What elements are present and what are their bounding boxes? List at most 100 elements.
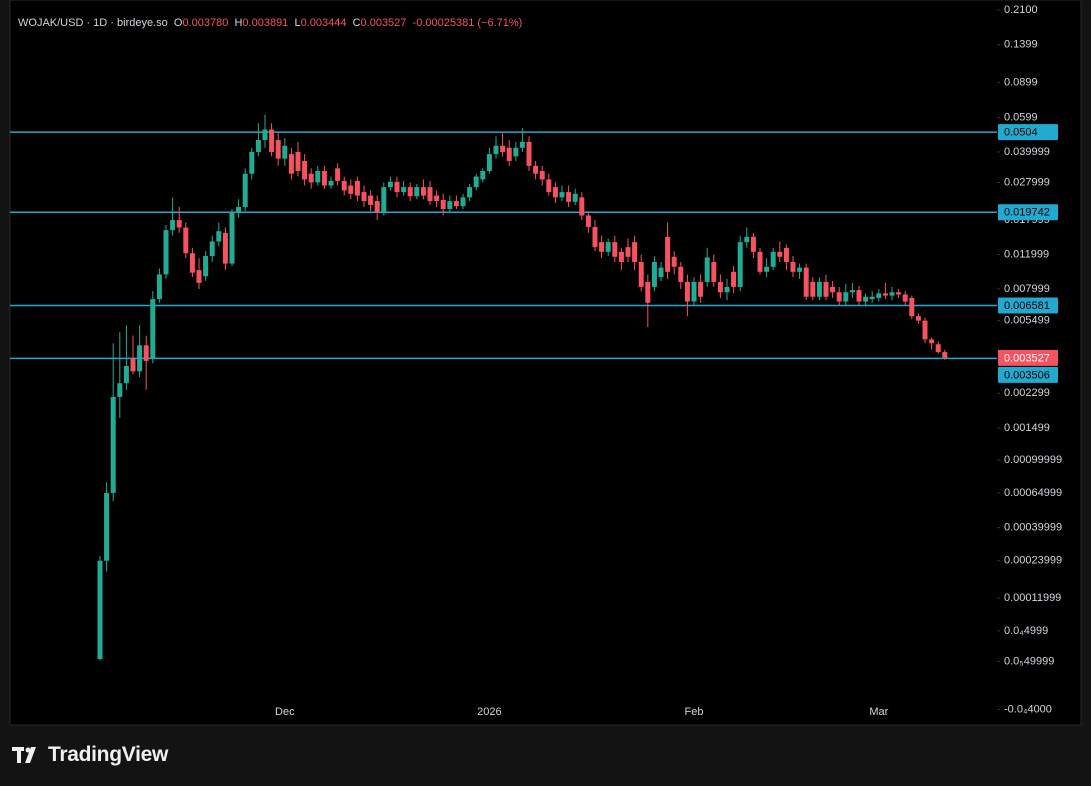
price-line-label: 0.019742	[1004, 207, 1050, 219]
candle-body	[704, 257, 710, 282]
candle-body	[882, 293, 888, 296]
candle-body	[401, 187, 407, 193]
last-price-box	[998, 349, 1058, 366]
candle-body	[348, 185, 354, 194]
candle-body	[566, 192, 572, 202]
ohlc-value: 0.003527	[360, 17, 407, 29]
last-price-label: 0.003527	[1004, 352, 1050, 364]
candle-body	[434, 195, 440, 202]
candle-body	[797, 267, 803, 272]
price-line-box	[998, 124, 1058, 141]
candle-body	[618, 251, 624, 263]
candle-body	[275, 139, 281, 159]
price-line-box	[998, 297, 1058, 314]
candle-body	[830, 286, 836, 293]
y-tick-label: 0.027999	[1004, 176, 1050, 188]
ohlc-value: 0.003780	[182, 17, 229, 29]
candle-body	[684, 281, 690, 302]
candle-body	[387, 181, 393, 188]
candle-body	[427, 187, 433, 202]
candle-body	[645, 281, 651, 303]
candle-body	[777, 251, 783, 257]
candle-body	[130, 358, 136, 372]
candle-body	[803, 267, 809, 297]
candle-body	[632, 242, 638, 263]
candle-body	[236, 206, 242, 212]
candle-body	[605, 242, 611, 252]
candle-body	[836, 292, 842, 302]
candle-body	[671, 256, 677, 267]
candle-body	[942, 352, 948, 358]
candle-body	[592, 227, 598, 248]
candle-body	[368, 195, 374, 205]
candle-body	[295, 151, 301, 172]
ohlc-key: L	[294, 17, 301, 29]
candle-body	[929, 339, 935, 344]
price-line-label: 0.006581	[1004, 300, 1050, 312]
candle-body	[790, 262, 796, 272]
candle-body	[665, 236, 671, 272]
candle-body	[757, 251, 763, 272]
candle-body	[460, 197, 466, 207]
symbol-legend: WOJAK/USD · 1D · birdeye.so O0.003780 H0…	[18, 17, 522, 29]
ohlc-key: O	[173, 17, 183, 29]
y-tick-label: 0.002299	[1004, 387, 1050, 399]
brand: TradingView	[48, 743, 169, 766]
x-tick-label: Mar	[869, 706, 888, 718]
tv-logo	[12, 747, 36, 763]
candle-body	[711, 262, 717, 282]
candle-body	[262, 129, 268, 140]
candle-body	[625, 247, 631, 257]
ohlc-value: 0.003891	[242, 17, 289, 29]
y-tick-label: 0.005499	[1004, 315, 1050, 327]
candle-body	[374, 201, 380, 212]
candle-body	[737, 242, 743, 287]
candle-body	[414, 187, 420, 197]
candle-body	[321, 171, 327, 186]
candle-body	[717, 281, 723, 293]
candle-body	[896, 292, 902, 295]
candle-body	[222, 232, 228, 264]
candle-body	[810, 281, 816, 297]
candle-body	[500, 145, 506, 152]
candle-body	[612, 242, 618, 257]
candle-body	[420, 187, 426, 196]
candle-body	[750, 236, 756, 252]
candle-body	[453, 201, 459, 207]
candle-body	[816, 281, 822, 297]
y-tick-label: 0.00023999	[1004, 555, 1062, 567]
candle-body	[229, 211, 235, 264]
ohlc-key: H	[234, 17, 243, 29]
candle-body	[770, 251, 776, 267]
candle-body	[150, 299, 156, 359]
candle-body	[163, 230, 169, 275]
y-tick-label: 0.00064999	[1004, 487, 1062, 499]
candle-body	[196, 270, 202, 283]
candle-body	[869, 296, 875, 300]
candle-body	[394, 181, 400, 193]
candles	[97, 114, 948, 661]
candle-body	[467, 187, 473, 198]
candle-body	[308, 173, 314, 183]
candle-body	[156, 274, 162, 300]
y-tick-label: 0.00039999	[1004, 522, 1062, 534]
candle-body	[922, 320, 928, 340]
candle-body	[876, 293, 882, 298]
candle-body	[242, 173, 248, 207]
candle-body	[651, 262, 657, 287]
candle-body	[302, 160, 308, 180]
symbol-title: WOJAK/USD · 1D · birdeye.so	[18, 17, 168, 29]
candle-body	[519, 141, 525, 148]
candle-body	[170, 220, 176, 231]
candle-body	[902, 294, 908, 302]
candle-body	[249, 151, 255, 174]
candle-body	[585, 215, 591, 228]
price-line-label: 0.0504	[1004, 127, 1038, 139]
ohlc-value: 0.003444	[300, 17, 347, 29]
y-tick-label: 0.00099999	[1004, 454, 1062, 466]
candle-body	[552, 187, 558, 198]
candle-body	[315, 171, 321, 183]
candle-body	[97, 560, 103, 660]
candle-body	[823, 281, 829, 297]
